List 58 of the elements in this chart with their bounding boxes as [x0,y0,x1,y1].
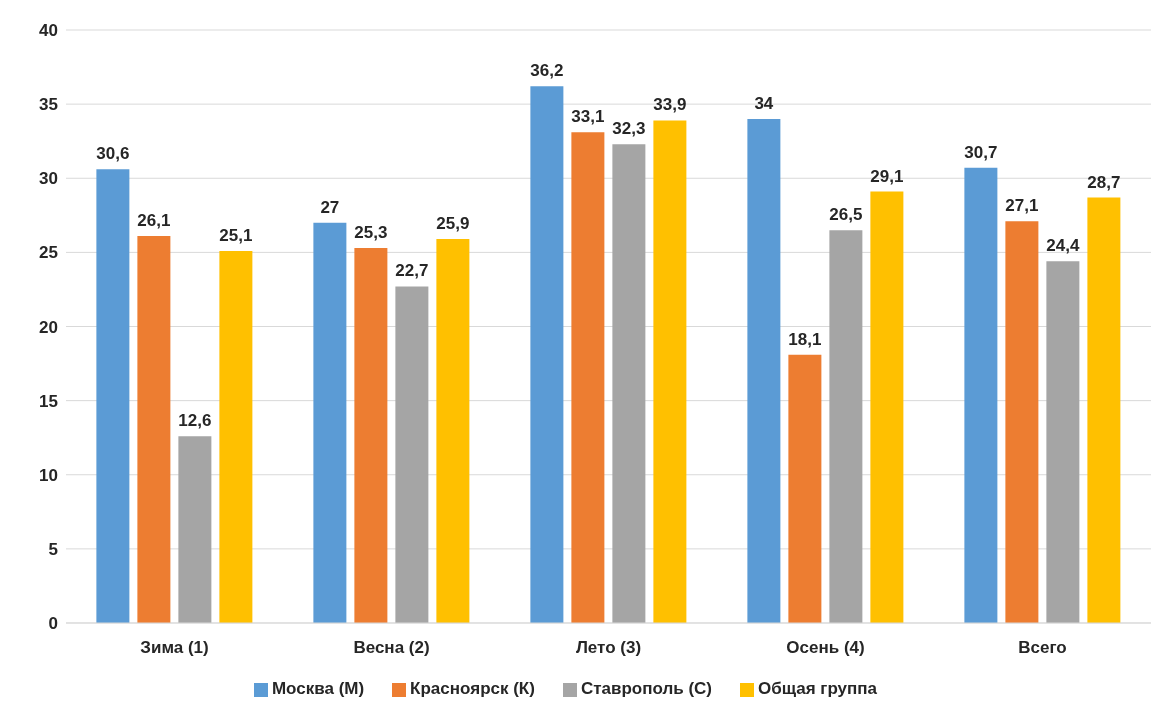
legend-label: Общая группа [757,679,878,698]
data-label: 25,9 [436,214,470,234]
data-label: 27 [320,197,340,217]
data-label: 24,4 [1046,236,1080,256]
bar [829,230,863,623]
legend-label: Москва (М) [271,679,365,698]
bar [964,167,998,623]
bar [612,144,646,623]
bar [313,222,347,623]
bar [137,236,171,623]
y-tick-label: 20 [39,317,58,337]
bar [1046,261,1080,623]
data-label: 26,5 [829,205,863,225]
y-tick-label: 25 [39,243,58,263]
data-label: 25,3 [354,222,388,242]
data-label: 33,1 [571,107,605,127]
bar [788,354,822,623]
x-tick-label: Зима (1) [140,638,209,658]
y-tick-label: 0 [48,614,58,634]
bar [530,86,564,623]
y-tick-label: 5 [48,539,58,559]
x-tick-label: Всего [1018,638,1067,658]
bar [1087,197,1121,623]
data-label: 30,7 [964,142,998,162]
bar [571,132,605,623]
bar [219,250,253,623]
bar [870,191,904,623]
data-label: 27,1 [1005,196,1039,216]
y-tick-label: 35 [39,95,58,115]
bar [747,118,781,623]
legend-label: Красноярск (К) [410,679,535,698]
legend-label: Ставрополь (С) [580,679,712,698]
data-label: 22,7 [395,261,429,281]
bar [354,247,388,623]
data-label: 18,1 [788,329,822,349]
x-tick-label: Лето (3) [575,638,642,658]
data-label: 36,2 [530,61,564,81]
x-tick-label: Весна (2) [353,638,430,658]
data-label: 12,6 [178,411,212,431]
data-label: 28,7 [1087,172,1121,192]
x-tick-label: Осень (4) [786,638,865,658]
data-label: 26,1 [137,211,171,231]
data-label: 33,9 [653,95,687,115]
data-label: 30,6 [96,144,130,164]
y-tick-label: 15 [39,391,58,411]
bar [96,169,130,623]
bar [436,239,470,623]
y-tick-label: 10 [39,465,58,485]
data-label: 34 [754,93,774,113]
data-label: 29,1 [870,166,904,186]
bar [178,436,212,623]
bar [1005,221,1039,623]
y-tick-label: 40 [39,21,58,41]
bar [653,120,687,623]
bar [395,286,429,623]
y-tick-label: 30 [39,169,58,189]
data-label: 32,3 [612,119,646,139]
data-label: 25,1 [219,225,253,245]
